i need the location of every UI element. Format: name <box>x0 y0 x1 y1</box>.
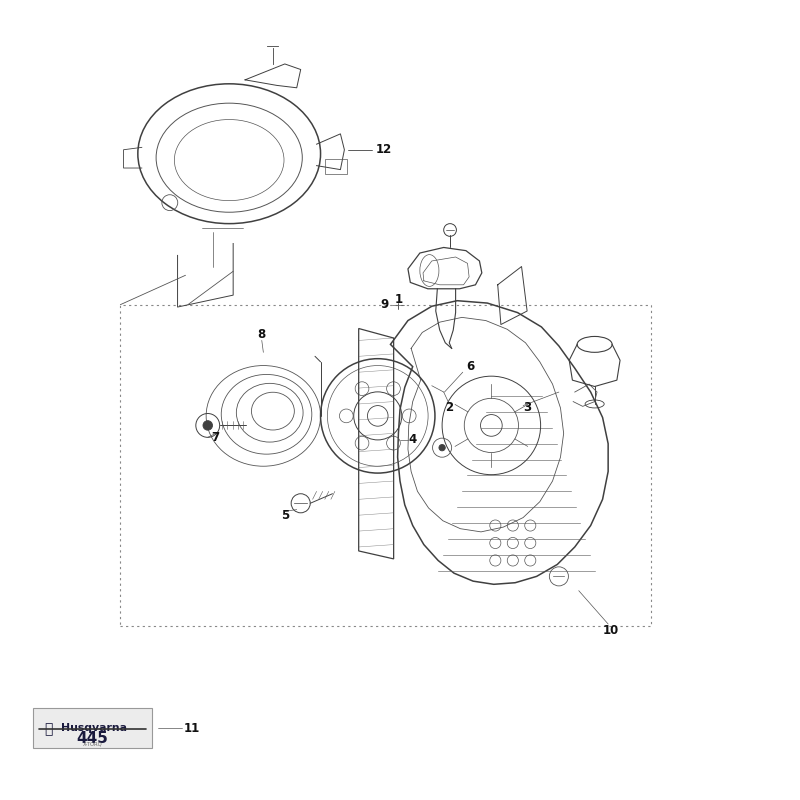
Bar <box>120 305 651 626</box>
Text: Husqvarna: Husqvarna <box>61 722 126 733</box>
Text: Ⓥ: Ⓥ <box>44 722 53 737</box>
Text: 7: 7 <box>212 431 220 444</box>
Text: 1: 1 <box>394 293 402 306</box>
Text: 12: 12 <box>376 143 392 156</box>
Text: 8: 8 <box>258 328 266 342</box>
Text: 2: 2 <box>445 402 454 414</box>
Text: 445: 445 <box>77 730 109 746</box>
Text: 10: 10 <box>602 624 618 637</box>
Text: 9: 9 <box>380 298 388 311</box>
Text: 5: 5 <box>281 509 289 522</box>
Text: 6: 6 <box>466 360 475 373</box>
Bar <box>33 708 152 748</box>
Text: 11: 11 <box>184 722 200 734</box>
Circle shape <box>203 421 213 430</box>
Circle shape <box>439 445 446 451</box>
Text: X-TORQ: X-TORQ <box>82 742 102 746</box>
Text: 4: 4 <box>409 434 417 446</box>
Text: 3: 3 <box>523 401 531 414</box>
Bar <box>325 159 346 174</box>
